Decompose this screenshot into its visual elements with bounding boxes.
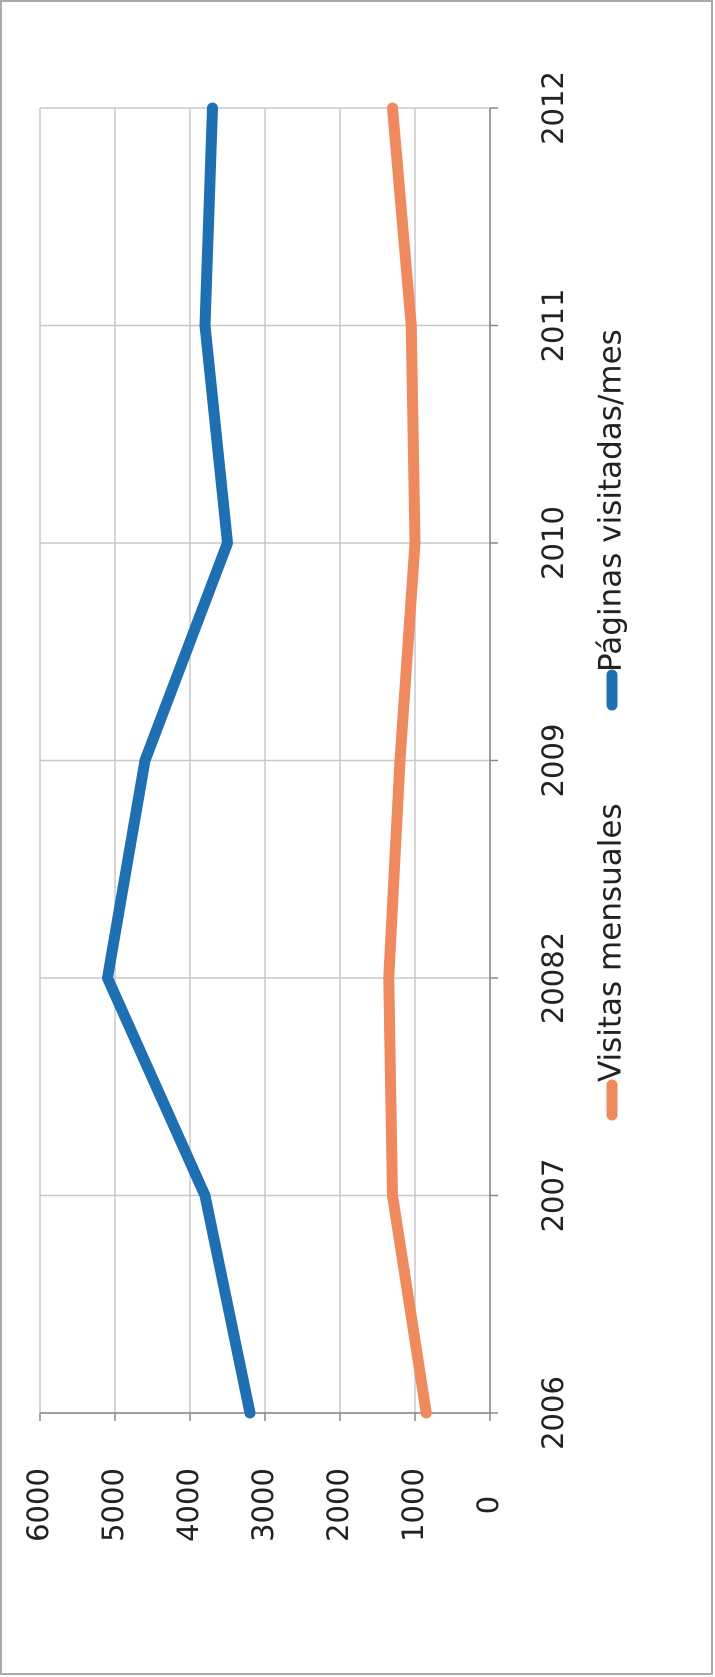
category-label: 2006 [536, 1376, 570, 1450]
value-tick-label: 3000 [246, 1468, 280, 1542]
category-label: 2011 [536, 289, 570, 363]
series-line [102, 102, 256, 1419]
series-line [383, 102, 432, 1419]
legend-text: Páginas visitadas/mes [593, 329, 629, 672]
category-label: 2012 [536, 71, 570, 145]
category-label: 20082 [536, 932, 570, 1024]
value-tick-label: 2000 [321, 1468, 355, 1542]
legend-text: Visitas mensuales [593, 803, 629, 1082]
value-tick-label: 1000 [396, 1468, 430, 1542]
category-label: 2007 [536, 1159, 570, 1233]
value-tick-label: 4000 [171, 1468, 205, 1542]
category-label: 2009 [536, 724, 570, 798]
value-tick-label: 6000 [21, 1468, 55, 1542]
value-tick-label: 5000 [96, 1468, 130, 1542]
category-label: 2010 [536, 506, 570, 580]
value-tick-label: 0 [471, 1496, 505, 1514]
